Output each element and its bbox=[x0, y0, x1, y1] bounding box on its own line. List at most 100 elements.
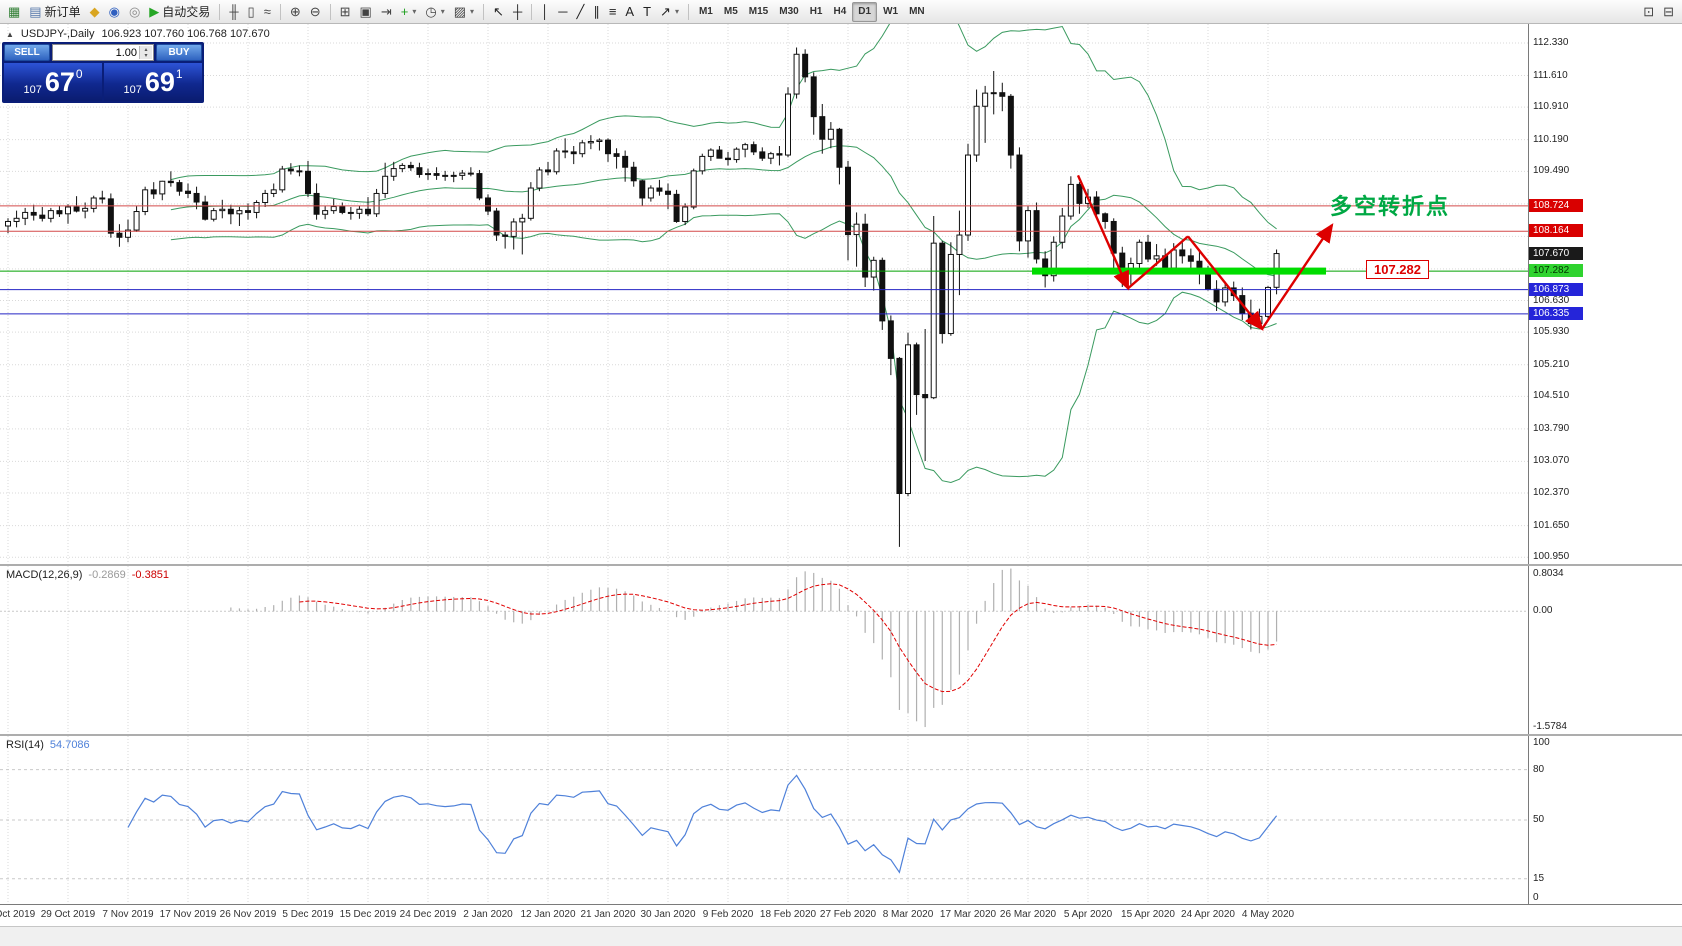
time-axis[interactable]: 20 Oct 2019 29 Oct 2019 7 Nov 2019 17 Nov 2… bbox=[0, 905, 1528, 926]
arrows-tool-icon-dropdown-icon[interactable]: ▾ bbox=[674, 7, 679, 16]
zoom-out-icon-glyph: ⊖ bbox=[309, 4, 321, 19]
trend-arrow-segment[interactable] bbox=[1127, 235, 1189, 290]
new-window-icon[interactable]: ⊡ bbox=[1639, 2, 1658, 22]
candle-body bbox=[167, 180, 174, 184]
candle-body bbox=[579, 142, 586, 155]
volume-input[interactable]: 1.00 ▴ ▾ bbox=[52, 44, 154, 61]
templates-icon[interactable]: ▨ ▾ bbox=[450, 2, 478, 22]
tf-m30-button[interactable]: M30 bbox=[774, 2, 803, 22]
rsi-plot[interactable] bbox=[0, 736, 1528, 904]
tf-m15-button[interactable]: M15 bbox=[744, 2, 773, 22]
label-icon[interactable]: T bbox=[639, 2, 655, 22]
candle-body bbox=[270, 189, 277, 194]
candle-body bbox=[133, 211, 140, 231]
trend-arrow-segment[interactable] bbox=[1076, 174, 1130, 291]
candle-body bbox=[999, 92, 1006, 97]
vertical-line-icon[interactable]: │ bbox=[537, 2, 553, 22]
candle-body bbox=[99, 197, 106, 200]
new-order-button[interactable]: ▤ 新订单 bbox=[25, 2, 84, 22]
trendline-icon[interactable]: ╱ bbox=[573, 2, 589, 22]
metaeditor-icon-glyph: ◆ bbox=[89, 4, 100, 19]
candle-body bbox=[742, 144, 749, 150]
candle-body bbox=[767, 153, 774, 159]
tf-h4-button[interactable]: H4 bbox=[828, 2, 851, 22]
tf-mn-button[interactable]: MN bbox=[904, 2, 930, 22]
sell-price-button[interactable]: 107 67 0 bbox=[4, 63, 102, 101]
tf-m5-button[interactable]: M5 bbox=[719, 2, 743, 22]
rsi-axis[interactable]: 100 80 50 15 0 bbox=[1528, 736, 1682, 904]
date-axis-label: 9 Feb 2020 bbox=[702, 909, 754, 920]
candle-body bbox=[639, 180, 646, 199]
tile-windows-icon[interactable]: ⊞ bbox=[336, 2, 355, 22]
price-axis[interactable]: 112.330 111.610 110.910 110.190 109.490 106.6… bbox=[1528, 24, 1682, 564]
tf-h1-button[interactable]: H1 bbox=[805, 2, 828, 22]
buy-button[interactable]: BUY bbox=[156, 44, 202, 61]
tile-windows-icon-glyph: ⊞ bbox=[339, 4, 351, 19]
cursor-icon[interactable]: ↖ bbox=[489, 2, 508, 22]
volume-spinner[interactable]: ▴ ▾ bbox=[139, 46, 152, 59]
candle-body bbox=[1110, 220, 1117, 254]
candle-body bbox=[373, 192, 380, 215]
ohlc-bars-icon[interactable]: ╫ bbox=[225, 2, 242, 22]
new-chart-icon[interactable]: ▦ bbox=[4, 2, 24, 22]
channel-icon[interactable]: ∥ bbox=[589, 2, 604, 22]
candle-body bbox=[939, 242, 946, 335]
tf-m1-button[interactable]: M1 bbox=[694, 2, 718, 22]
main-chart-plot[interactable] bbox=[0, 24, 1528, 564]
candlestick-chart-icon[interactable]: ▯ bbox=[244, 2, 259, 22]
candle-body bbox=[965, 154, 971, 236]
templates-icon-dropdown-icon[interactable]: ▾ bbox=[470, 7, 475, 16]
text-icon[interactable]: A bbox=[621, 2, 638, 22]
trend-arrows[interactable] bbox=[1076, 174, 1334, 331]
zoom-in-icon[interactable]: ⊕ bbox=[286, 2, 305, 22]
periods-icon[interactable]: ◷ ▾ bbox=[421, 2, 448, 22]
price-axis-label: 110.190 bbox=[1533, 133, 1569, 145]
candle-body bbox=[527, 187, 534, 219]
periods-icon-dropdown-icon[interactable]: ▾ bbox=[440, 7, 445, 16]
zoom-out-icon[interactable]: ⊖ bbox=[306, 2, 325, 22]
macd-grid bbox=[0, 566, 1528, 734]
price-callout[interactable]: 107.282 bbox=[1366, 260, 1429, 280]
horizontal-level-lines[interactable] bbox=[0, 205, 1528, 315]
candle-body bbox=[622, 155, 629, 168]
tf-d1-button[interactable]: D1 bbox=[852, 1, 878, 22]
candle-body bbox=[227, 208, 234, 215]
candle-body bbox=[347, 211, 354, 214]
spinner-up-icon[interactable]: ▴ bbox=[144, 46, 148, 53]
chart-annotation-text[interactable]: 多空转折点 bbox=[1330, 194, 1451, 220]
crosshair-icon[interactable]: ┼ bbox=[509, 2, 526, 22]
date-axis-label: 26 Mar 2020 bbox=[999, 909, 1057, 920]
support-band[interactable] bbox=[1032, 267, 1326, 275]
templates-icon-glyph: ▨ bbox=[453, 4, 467, 19]
sell-button[interactable]: SELL bbox=[4, 44, 50, 61]
candle-body bbox=[107, 198, 114, 234]
collapse-icon[interactable]: ▲ bbox=[6, 29, 14, 39]
horizontal-line-icon[interactable]: ─ bbox=[554, 2, 571, 22]
tf-w1-button[interactable]: W1 bbox=[878, 2, 903, 22]
help-icon[interactable]: ◎ bbox=[125, 2, 144, 22]
spinner-down-icon[interactable]: ▾ bbox=[144, 52, 148, 59]
panel-separator[interactable] bbox=[0, 734, 1682, 736]
charts-arrange-icon[interactable]: ▣ bbox=[356, 2, 376, 22]
add-indicator-icon-dropdown-icon[interactable]: ▾ bbox=[412, 7, 417, 16]
panel-separator[interactable] bbox=[0, 564, 1682, 566]
price-tag: 106.873 bbox=[1529, 282, 1583, 296]
candle-body bbox=[56, 210, 63, 215]
print-preview-icon[interactable]: ⊟ bbox=[1659, 2, 1678, 22]
date-axis-label: 15 Apr 2020 bbox=[1121, 909, 1175, 920]
fibonacci-icon[interactable]: ≡ bbox=[605, 2, 621, 22]
arrows-tool-icon[interactable]: ↗ ▾ bbox=[656, 2, 683, 22]
macd-plot[interactable] bbox=[0, 566, 1528, 734]
candle-body bbox=[956, 234, 963, 255]
chart-shift-icon[interactable]: ⇥ bbox=[377, 2, 396, 22]
macd-axis[interactable]: 0.8034 0.00 -1.5784 bbox=[1528, 566, 1682, 734]
metaeditor-icon[interactable]: ◆ bbox=[86, 2, 104, 22]
navigator-icon[interactable]: ◉ bbox=[105, 2, 124, 22]
candle-body bbox=[1102, 213, 1109, 222]
trend-arrow-segment[interactable] bbox=[1187, 235, 1264, 331]
line-chart-icon[interactable]: ≈ bbox=[260, 2, 275, 22]
add-indicator-icon[interactable]: + ▾ bbox=[397, 2, 421, 22]
trend-arrow-segment[interactable] bbox=[1261, 223, 1334, 330]
buy-price-button[interactable]: 107 69 1 bbox=[104, 63, 202, 101]
autotrading-button[interactable]: ▶ 自动交易 bbox=[145, 2, 214, 22]
